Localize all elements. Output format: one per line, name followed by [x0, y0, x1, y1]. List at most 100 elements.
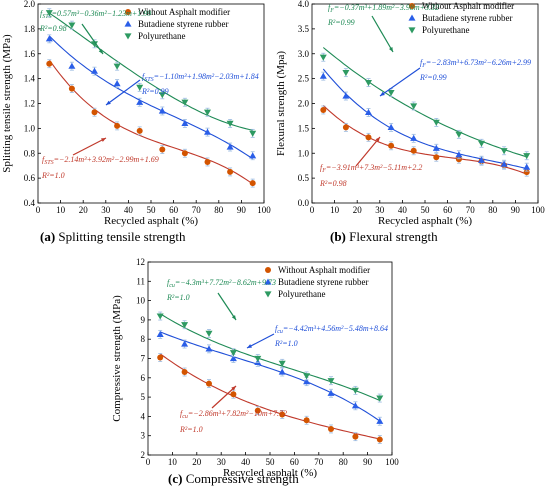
annotation-arrowhead	[106, 100, 111, 105]
r-squared-label: R²=1.0	[274, 339, 298, 348]
x-tick-label: 50	[421, 205, 431, 215]
x-tick-label: 80	[488, 205, 498, 215]
data-point-2	[204, 128, 211, 135]
data-point-1	[342, 124, 349, 131]
data-point-3	[278, 360, 286, 367]
fit-curve-2	[322, 68, 527, 170]
data-point-1	[410, 147, 417, 154]
equation-body: =0.57m³−0.36m²−1.23m+1.99	[52, 9, 152, 18]
y-tick-label: 11	[136, 276, 145, 286]
y-tick-label: 1.0	[298, 148, 310, 158]
y-tick-label: 3	[141, 431, 146, 441]
data-point-3	[68, 22, 76, 29]
equation-body: =−2.83m³+6.73m²−6.26m+2.99	[426, 58, 531, 67]
data-point-3	[204, 109, 211, 116]
y-tick-label: 0.5	[298, 173, 310, 183]
r-squared-label: R²=0.99	[327, 18, 355, 27]
data-point-2	[365, 108, 372, 116]
y-tick-label: 1.5	[298, 123, 310, 133]
data-point-2	[181, 119, 189, 126]
x-tick-label: 30	[101, 205, 111, 215]
annotation-arrow	[81, 23, 104, 55]
data-point-1	[433, 154, 440, 161]
legend-label: Polyurethane	[422, 25, 470, 35]
annotation-arrowhead	[380, 91, 385, 96]
data-point-2	[205, 345, 213, 352]
x-tick-label: 100	[531, 205, 545, 215]
x-tick-label: 80	[214, 205, 224, 215]
x-tick-label: 70	[466, 205, 476, 215]
fit-curve-1	[159, 353, 380, 440]
y-tick-label: 12	[136, 257, 145, 267]
y-axis-label: Compressive strength (MPa)	[111, 295, 123, 422]
y-tick-label: 2.5	[298, 74, 310, 84]
data-point-1	[320, 106, 327, 113]
data-point-3	[226, 120, 234, 127]
data-point-2	[156, 330, 164, 337]
equation-symbol: f	[167, 278, 171, 287]
data-point-1	[181, 150, 188, 157]
y-tick-label: 0.6	[24, 173, 36, 183]
caption-letter: (c)	[168, 471, 182, 486]
y-tick-label: 5	[141, 392, 146, 402]
fit-curve-2	[159, 331, 381, 422]
x-tick-label: 50	[147, 205, 157, 215]
fit-equation: fSTS=−2.14m³+3.92m²−2.99m+1.69	[42, 155, 159, 166]
annotation-arrow	[105, 79, 141, 106]
legend-label: Polyurethane	[278, 289, 326, 299]
equation-body: =−4.3m³+7.72m²−8.62m+9.73	[175, 278, 276, 287]
data-point-1	[376, 436, 383, 443]
data-point-1	[46, 60, 53, 67]
y-tick-label: 0.0	[298, 198, 310, 208]
x-tick-label: 80	[339, 457, 349, 467]
x-tick-label: 30	[217, 457, 227, 467]
y-tick-label: 6	[141, 373, 146, 383]
data-point-3	[319, 54, 327, 61]
annotation-arrow	[72, 137, 107, 156]
y-tick-label: 2.0	[24, 0, 36, 9]
legend-marker	[265, 267, 271, 273]
equation-subscript: STS	[44, 160, 53, 166]
equation-subscript: cu	[182, 414, 188, 420]
data-point-1	[279, 411, 286, 418]
data-point-1	[204, 158, 211, 165]
y-tick-label: 7	[141, 354, 146, 364]
data-point-1	[181, 369, 188, 376]
x-tick-label: 10	[56, 205, 66, 215]
data-point-3	[156, 313, 164, 320]
annotation-arrowhead	[101, 138, 106, 142]
equation-body: =−1.10m³+1.98m²−2.03m+1.84	[154, 72, 259, 81]
r-squared-label: R²=0.98	[39, 24, 67, 33]
y-tick-label: 4	[141, 411, 146, 421]
equation-subscript: F	[329, 8, 334, 14]
r-squared-label: R²=1.0	[41, 171, 65, 180]
equation-symbol: f	[320, 163, 324, 172]
annotation-arrowhead	[231, 315, 236, 320]
data-point-1	[91, 109, 98, 116]
caption-text: Compressive strength	[182, 471, 299, 486]
data-point-2	[226, 143, 234, 150]
data-point-2	[327, 389, 335, 396]
equation-subscript: cu	[169, 283, 175, 289]
data-point-1	[352, 433, 359, 440]
x-tick-label: 40	[241, 457, 251, 467]
legend-label: Without Asphalt modifier	[422, 1, 514, 11]
data-point-2	[229, 355, 237, 362]
data-point-2	[478, 156, 485, 163]
legend-marker	[409, 3, 415, 9]
x-tick-label: 40	[398, 205, 408, 215]
data-point-2	[500, 160, 508, 167]
equation-symbol: f	[328, 3, 332, 12]
data-point-2	[91, 67, 98, 74]
equation-subscript: F	[421, 63, 426, 69]
data-point-3	[91, 41, 98, 48]
y-tick-label: 3.0	[298, 49, 310, 59]
data-point-3	[136, 84, 144, 91]
x-tick-label: 90	[363, 457, 373, 467]
x-tick-label: 0	[146, 457, 151, 467]
chart-b: 0 10 20 30 40 50 60 70 80 90 100 0.0 0.5 1.0 1.5 2.0 2.5…	[275, 0, 545, 244]
data-point-2	[113, 80, 121, 87]
data-point-2	[303, 378, 311, 385]
data-point-3	[365, 80, 372, 87]
x-tick-label: 50	[266, 457, 276, 467]
